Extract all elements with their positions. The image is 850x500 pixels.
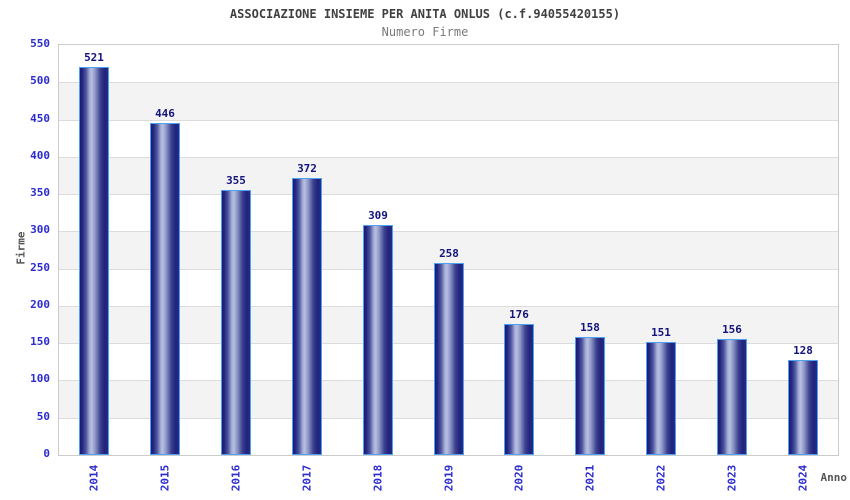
plot-band	[59, 194, 838, 231]
chart-title: ASSOCIAZIONE INSIEME PER ANITA ONLUS (c.…	[229, 7, 621, 21]
x-tick-label: 2014	[87, 464, 101, 492]
bar-2017	[292, 178, 322, 455]
gridline	[59, 82, 838, 83]
bar-value-label: 309	[368, 209, 388, 222]
x-tick-label: 2016	[229, 464, 243, 492]
bar-2018	[363, 225, 393, 455]
plot-band	[59, 82, 838, 120]
x-tick-label: 2023	[725, 464, 739, 492]
x-tick-label: 2015	[158, 464, 172, 492]
bar-2022	[646, 342, 676, 455]
plot-band	[59, 45, 838, 82]
bar-2014	[79, 67, 109, 455]
x-tick-label: 2024	[796, 464, 810, 492]
bar-value-label: 158	[580, 321, 600, 334]
bar-value-label: 176	[509, 308, 529, 321]
x-axis-title: Anno	[820, 471, 848, 484]
gridline	[59, 157, 838, 158]
y-tick-label: 0	[43, 447, 50, 460]
x-tick-label: 2019	[442, 464, 456, 492]
bar-value-label: 355	[226, 174, 246, 187]
y-tick-label: 400	[30, 149, 50, 162]
x-tick-label: 2020	[512, 464, 526, 492]
bar-2024	[788, 360, 818, 455]
y-tick-label: 550	[30, 37, 50, 50]
y-tick-label: 300	[30, 223, 50, 236]
x-tick-label: 2022	[654, 464, 668, 492]
plot-band	[59, 157, 838, 194]
x-tick-label: 2017	[300, 464, 314, 492]
bar-value-label: 372	[297, 162, 317, 175]
bar-value-label: 258	[439, 247, 459, 260]
plot-area: 521 446 355 372 309 258 176 158 151 156 128	[58, 44, 839, 456]
y-axis-title: Firme	[14, 231, 28, 265]
bar-value-label: 156	[722, 323, 742, 336]
plot-band	[59, 120, 838, 157]
gridline	[59, 120, 838, 121]
bar-value-label: 446	[155, 107, 175, 120]
bar-value-label: 521	[84, 51, 104, 64]
bar-2020	[504, 324, 534, 455]
chart-subtitle: Numero Firme	[381, 25, 469, 39]
bar-2023	[717, 339, 747, 455]
bar-2019	[434, 263, 464, 455]
gridline	[59, 231, 838, 232]
bar-2021	[575, 337, 605, 455]
y-tick-label: 50	[36, 410, 50, 423]
y-tick-label: 350	[30, 186, 50, 199]
y-tick-label: 100	[30, 372, 50, 385]
bar-value-label: 128	[793, 344, 813, 357]
bar-2016	[221, 190, 251, 455]
gridline	[59, 194, 838, 195]
bar-value-label: 151	[651, 326, 671, 339]
y-tick-label: 200	[30, 298, 50, 311]
x-tick-label: 2021	[583, 464, 597, 492]
y-tick-label: 450	[30, 112, 50, 125]
bar-2015	[150, 123, 180, 455]
y-tick-label: 500	[30, 74, 50, 87]
plot-band	[59, 231, 838, 269]
y-tick-label: 150	[30, 335, 50, 348]
y-tick-label: 250	[30, 261, 50, 274]
x-tick-label: 2018	[371, 464, 385, 492]
